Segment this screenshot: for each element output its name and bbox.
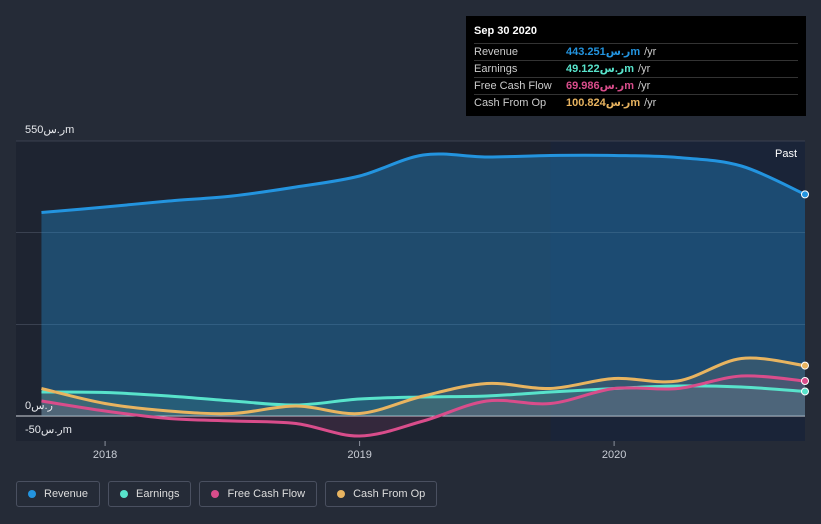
earnings-area: [41, 385, 806, 416]
chart-legend: Revenue Earnings Free Cash Flow Cash Fro…: [16, 481, 438, 507]
past-label: Past: [775, 148, 797, 160]
tooltip-label: Free Cash Flow: [474, 80, 552, 92]
tooltip-date: Sep 30 2020: [474, 25, 537, 37]
x-tick-label: 2020: [602, 449, 626, 461]
cash-from-op-end-point: [801, 361, 809, 370]
tooltip-row-cash-from-op: Cash From Op 100.824ر.سm /yr: [474, 94, 798, 111]
tooltip-row-free-cash-flow: Free Cash Flow 69.986ر.سm /yr: [474, 77, 798, 94]
tooltip-row-earnings: Earnings 49.122ر.سm /yr: [474, 60, 798, 77]
cash-from-op-area: [41, 358, 806, 416]
tooltip-label: Cash From Op: [474, 97, 547, 109]
earnings-dot-icon: [120, 490, 129, 498]
legend-label: Revenue: [44, 488, 89, 500]
cash-from-op-line: [41, 356, 806, 416]
tooltip-unit: /yr: [638, 80, 651, 92]
revenue-line: [41, 152, 806, 214]
revenue-dot-icon: [28, 490, 36, 498]
tooltip-value: 100.824ر.سm: [566, 97, 641, 109]
legend-item-revenue[interactable]: Revenue: [16, 481, 101, 507]
revenue-end-point: [801, 190, 809, 199]
revenue-area: [41, 153, 806, 417]
y-tick-label: 0ر.س: [25, 400, 53, 412]
data-tooltip: Sep 30 2020 Revenue 443.251ر.سm /yr Earn…: [466, 16, 806, 116]
tooltip-unit: /yr: [644, 46, 657, 58]
x-tick-label: 2019: [347, 449, 371, 461]
tooltip-unit: /yr: [638, 63, 651, 75]
tooltip-value: 69.986ر.سm: [566, 80, 635, 92]
tooltip-row-revenue: Revenue 443.251ر.سm /yr: [474, 43, 798, 60]
x-tick-label: 2018: [93, 449, 117, 461]
y-tick-label: -50ر.سm: [25, 424, 72, 436]
tooltip-unit: /yr: [644, 97, 657, 109]
y-tick-label: 550ر.سm: [25, 124, 74, 136]
free-cash-flow-end-point: [801, 377, 809, 386]
free-cash-flow-line: [41, 374, 806, 438]
free-cash-flow-dot-icon: [211, 490, 220, 498]
tooltip-value: 443.251ر.سm: [566, 46, 641, 58]
tooltip-label: Earnings: [474, 63, 518, 75]
legend-item-cash-from-op[interactable]: Cash From Op: [325, 481, 438, 507]
cash-from-op-dot-icon: [337, 490, 346, 498]
legend-label: Free Cash Flow: [227, 488, 306, 500]
legend-label: Earnings: [136, 488, 180, 500]
legend-label: Cash From Op: [353, 488, 426, 500]
tooltip-label: Revenue: [474, 46, 519, 58]
legend-item-earnings[interactable]: Earnings: [108, 481, 192, 507]
earnings-end-point: [801, 387, 809, 396]
tooltip-value: 49.122ر.سm: [566, 63, 635, 75]
legend-item-free-cash-flow[interactable]: Free Cash Flow: [199, 481, 318, 507]
